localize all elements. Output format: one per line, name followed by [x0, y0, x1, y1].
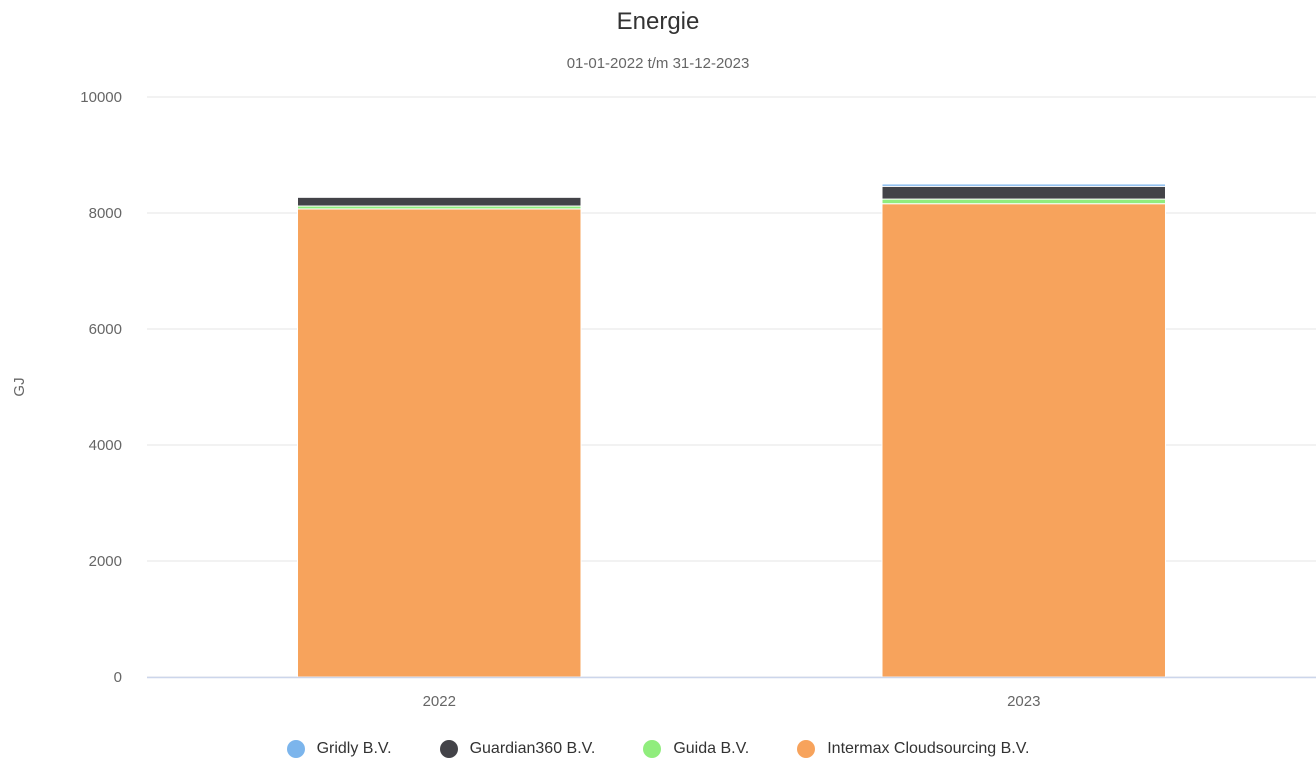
legend-swatch	[286, 740, 305, 758]
legend: Gridly B.V. Guardian360 B.V. Guida B.V. Int…	[0, 740, 1316, 758]
y-tick-label: 2000	[89, 553, 122, 570]
chart-subtitle: 01-01-2022 t/m 31-12-2023	[566, 55, 750, 72]
legend-swatch	[643, 740, 662, 758]
legend-item[interactable]: Guida B.V.	[643, 740, 749, 758]
legend-label: Guardian360 B.V.	[469, 740, 596, 757]
y-tick-label: 6000	[89, 321, 122, 338]
bars	[297, 183, 1166, 678]
bar-segment[interactable]	[297, 196, 582, 207]
y-axis-label: GJ	[11, 377, 28, 396]
y-axis-ticks: 0 2000 4000 6000 8000 10000	[80, 89, 122, 686]
legend-swatch	[439, 740, 458, 758]
x-tick-label: 2022	[423, 693, 456, 710]
legend-label: Guida B.V.	[673, 740, 750, 757]
x-tick-label: 2023	[1007, 693, 1040, 710]
plot-area: 0 2000 4000 6000 8000 10000 2022 2023 GJ	[11, 89, 1316, 710]
y-tick-label: 10000	[80, 89, 122, 106]
bar-segment[interactable]	[881, 198, 1166, 205]
bar-segment[interactable]	[297, 208, 582, 678]
bar-segment[interactable]	[881, 185, 1166, 200]
legend-label: Intermax Cloudsourcing B.V.	[827, 740, 1030, 757]
legend-item[interactable]: Intermax Cloudsourcing B.V.	[797, 740, 1029, 758]
bar-segment[interactable]	[881, 203, 1166, 678]
y-tick-label: 0	[114, 669, 122, 686]
y-tick-label: 4000	[89, 437, 122, 454]
legend-swatch	[797, 740, 816, 758]
legend-label: Gridly B.V.	[316, 740, 392, 757]
chart-title: Energie	[616, 8, 700, 35]
x-axis: 2022 2023	[147, 676, 1316, 710]
legend-item[interactable]: Guardian360 B.V.	[439, 740, 596, 758]
legend-item[interactable]: Gridly B.V.	[286, 740, 392, 758]
bar-segment[interactable]	[881, 183, 1166, 187]
y-tick-label: 8000	[89, 205, 122, 222]
